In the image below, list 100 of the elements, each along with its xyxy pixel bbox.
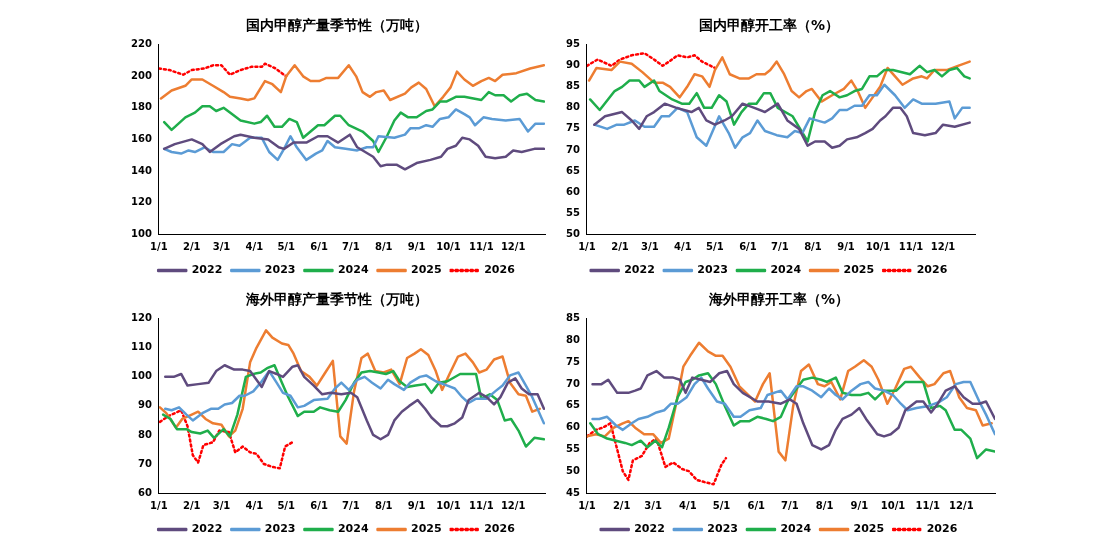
y-tick-label: 140 [131,164,152,176]
legend-label: 2026 [926,522,958,536]
y-tick-label: 50 [565,227,580,239]
x-tick-label: 1/1 [578,240,596,252]
y-tick-label: 80 [137,428,152,440]
line-series [586,422,728,486]
y-tick-label: 100 [131,370,152,382]
x-tick-label: 8/1 [374,240,393,252]
x-tick-label: 11/1 [469,499,494,511]
x-tick-label: 6/1 [310,240,328,252]
legend-label: 2025 [853,522,885,536]
y-tick-label: 55 [565,443,580,455]
x-tick-label: 5/1 [712,499,731,511]
y-tick-label: 220 [131,38,152,50]
y-tick-label: 60 [565,185,580,197]
y-tick-label: 80 [565,101,580,113]
x-tick-label: 4/1 [245,240,264,252]
x-tick-label: 6/1 [310,499,328,511]
chart-title: 国内甲醇开工率（%） [698,17,840,34]
y-tick-label: 70 [137,457,152,469]
y-tick-label: 75 [565,355,580,367]
x-tick-label: 7/1 [342,240,360,252]
x-tick-label: 12/1 [500,499,526,511]
y-tick-label: 180 [131,101,152,113]
x-tick-label: 4/1 [679,499,697,511]
x-tick-label: 10/1 [865,240,891,252]
x-tick-label: 3/1 [212,499,231,511]
x-tick-label: 12/1 [949,499,974,511]
y-tick-label: 45 [565,486,580,498]
x-tick-label: 6/1 [739,240,757,252]
y-tick-label: 85 [565,312,580,324]
y-tick-label: 120 [131,312,152,324]
x-tick-label: 2/1 [611,240,629,252]
x-tick-label: 9/1 [407,499,426,511]
chart-title: 海外甲醇产量季节性（万吨） [244,291,428,308]
legend-label: 2025 [411,263,442,277]
x-tick-label: 9/1 [407,240,426,252]
x-tick-label: 11/1 [915,499,941,511]
y-tick-label: 90 [137,399,152,411]
legend-label: 2024 [337,263,369,277]
x-tick-label: 9/1 [850,499,869,511]
legend-label: 2026 [916,263,948,277]
legend-label: 2024 [770,263,802,277]
x-tick-label: 10/1 [880,499,906,511]
x-tick-label: 4/1 [245,499,264,511]
x-tick-label: 12/1 [930,240,956,252]
legend-label: 2024 [780,522,812,536]
x-tick-label: 5/1 [277,240,295,252]
x-tick-label: 8/1 [815,499,834,511]
chart-title: 国内甲醇产量季节性（万吨） [245,17,428,34]
line-series [158,409,294,470]
legend-label: 2024 [337,522,369,536]
legend-label: 2023 [707,522,738,536]
y-tick-label: 95 [565,38,580,50]
x-tick-label: 9/1 [837,240,855,252]
y-tick-label: 120 [131,196,152,208]
legend-label: 2026 [484,522,516,536]
legend-label: 2023 [264,522,296,536]
legend-label: 2022 [191,522,223,536]
y-tick-label: 90 [565,59,580,71]
y-tick-label: 50 [565,464,580,476]
y-tick-label: 75 [565,122,580,134]
x-tick-label: 11/1 [469,240,494,252]
x-tick-label: 5/1 [277,499,295,511]
y-tick-label: 55 [565,206,580,218]
x-tick-label: 5/1 [706,240,724,252]
y-tick-label: 200 [131,69,152,81]
x-tick-label: 4/1 [674,240,692,252]
y-tick-label: 60 [137,486,152,498]
x-tick-label: 3/1 [212,240,231,252]
x-tick-label: 7/1 [342,499,360,511]
x-tick-label: 7/1 [771,240,789,252]
x-tick-label: 12/1 [500,240,526,252]
y-tick-label: 85 [565,80,580,92]
x-tick-label: 1/1 [150,499,168,511]
x-tick-label: 10/1 [436,240,461,252]
legend-label: 2023 [697,263,728,277]
y-tick-label: 160 [131,132,152,144]
y-tick-label: 70 [565,377,580,389]
legend-label: 2025 [411,522,442,536]
legend-label: 2023 [264,263,296,277]
y-tick-label: 65 [565,164,580,176]
legend-label: 2026 [484,263,516,277]
legend-label: 2022 [634,522,665,536]
y-tick-label: 65 [565,399,580,411]
x-tick-label: 8/1 [374,499,393,511]
legend-label: 2025 [843,263,875,277]
chart-title: 海外甲醇开工率（%） [707,291,850,308]
line-series [158,62,288,78]
y-tick-label: 70 [565,143,580,155]
x-tick-label: 8/1 [804,240,822,252]
x-tick-label: 3/1 [644,499,662,511]
line-series [586,51,717,70]
x-tick-label: 2/1 [612,499,631,511]
x-tick-label: 11/1 [898,240,924,252]
legend-label: 2022 [624,263,655,277]
x-tick-label: 2/1 [182,240,201,252]
x-tick-label: 1/1 [578,499,596,511]
x-tick-label: 6/1 [747,499,766,511]
y-tick-label: 110 [131,341,152,353]
